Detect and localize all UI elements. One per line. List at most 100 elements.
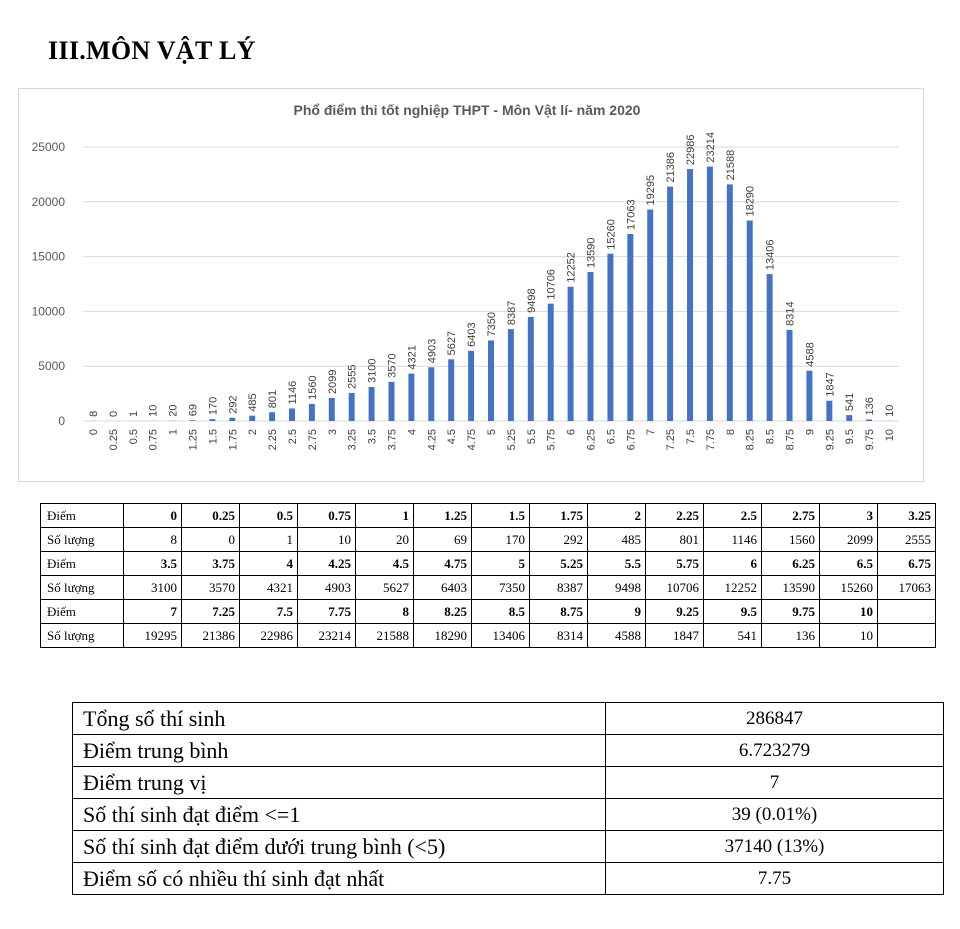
points-row-label: Điểm (40, 551, 124, 576)
page-heading: III.MÔN VẬT LÝ (48, 36, 256, 65)
bar (288, 408, 295, 421)
score-count-cell: 2099 (819, 527, 878, 552)
bar (388, 381, 395, 421)
score-count-cell: 1146 (703, 527, 762, 552)
score-count-cell: 6403 (413, 575, 472, 600)
x-tick-label: 1.5 (207, 429, 219, 444)
x-tick-label: 2.25 (267, 429, 279, 450)
x-tick-label: 0.5 (128, 429, 140, 444)
x-tick-label: 6.75 (625, 429, 637, 450)
score-count-cell: 292 (529, 527, 588, 552)
score-point-cell: 7.75 (297, 599, 356, 624)
x-tick-label: 0 (88, 429, 100, 435)
chart-title: Phổ điểm thi tốt nghiệp THPT - Môn Vật l… (294, 102, 641, 118)
x-tick-label: 9.25 (824, 429, 836, 450)
score-point-cell: 1.25 (413, 503, 472, 528)
bar (229, 417, 236, 421)
bar (507, 329, 514, 421)
score-count-cell: 485 (587, 527, 646, 552)
bar (826, 400, 833, 421)
score-point-cell: 4.5 (355, 551, 414, 576)
bar (687, 169, 694, 421)
stats-row: Điểm trung bình 6.723279 (72, 734, 944, 767)
data-label: 5627 (446, 331, 458, 355)
x-tick-label: 8.5 (765, 429, 777, 444)
score-count-cell: 541 (703, 623, 762, 648)
points-row-label: Điểm (40, 599, 124, 624)
score-point-cell: 1.5 (471, 503, 530, 528)
score-point-cell: 6.5 (819, 551, 878, 576)
bar (448, 359, 455, 421)
counts-row-label: Số lượng (40, 527, 124, 552)
x-tick-label: 9.75 (864, 429, 876, 450)
stat-label: Số thí sinh đạt điểm <=1 (72, 798, 606, 831)
bar (786, 329, 793, 421)
x-tick-label: 7.25 (665, 429, 677, 450)
x-tick-label: 5.5 (526, 429, 538, 444)
score-point-cell: 5.25 (529, 551, 588, 576)
score-count-cell: 4588 (587, 623, 646, 648)
data-label: 170 (207, 397, 219, 415)
bar (567, 286, 574, 421)
data-label: 17063 (625, 199, 637, 230)
score-point-cell: 8.5 (471, 599, 530, 624)
score-count-cell: 1 (239, 527, 298, 552)
score-count-cell: 170 (471, 527, 530, 552)
score-count-cell: 1560 (761, 527, 820, 552)
score-count-cell: 17063 (877, 575, 936, 600)
bar (726, 184, 733, 421)
stat-value: 37140 (13%) (605, 830, 944, 863)
score-count-cell: 10 (819, 623, 878, 648)
y-tick-label: 10000 (32, 304, 66, 318)
x-tick-label: 4.25 (426, 429, 438, 450)
stat-label: Điểm trung bình (72, 734, 606, 767)
x-tick-label: 5.25 (506, 429, 518, 450)
data-label: 19295 (645, 175, 657, 206)
score-count-cell: 1847 (645, 623, 704, 648)
score-point-cell: 9.5 (703, 599, 762, 624)
score-count-cell: 3100 (123, 575, 182, 600)
score-points-row: Điểm 0 0.25 0.5 0.75 1 1.25 1.5 1.75 2 2.25 2.5 2.75… (40, 503, 936, 528)
x-tick-label: 8 (725, 429, 737, 435)
x-tick-label: 4 (406, 429, 418, 435)
score-point-cell: 6 (703, 551, 762, 576)
x-tick-label: 10 (884, 429, 896, 441)
score-points-row: Điểm 3.5 3.75 4 4.25 4.5 4.75 5 5.25 5.5 5.75 6 6.25… (40, 551, 936, 576)
stats-table: Tổng số thí sinh 286847 Điểm trung bình 6.7… (72, 702, 944, 895)
score-point-cell: 4 (239, 551, 298, 576)
score-point-cell: 0.75 (297, 503, 356, 528)
score-point-cell: 0 (123, 503, 182, 528)
data-label: 2099 (327, 370, 339, 394)
x-tick-label: 9 (804, 429, 816, 435)
data-label: 10706 (546, 269, 558, 300)
bar (607, 253, 614, 421)
x-tick-label: 0.75 (148, 429, 160, 450)
score-count-cell: 22986 (239, 623, 298, 648)
bar (408, 373, 415, 421)
x-tick-label: 3.25 (347, 429, 359, 450)
x-tick-label: 6.25 (586, 429, 598, 450)
points-row-label: Điểm (40, 503, 124, 528)
score-count-cell: 0 (181, 527, 240, 552)
x-tick-label: 2 (247, 429, 259, 435)
data-label: 12252 (566, 252, 578, 283)
data-label: 69 (187, 404, 199, 416)
data-label: 8314 (785, 301, 797, 325)
data-label: 6403 (466, 322, 478, 346)
score-points-row: Điểm 7 7.25 7.5 7.75 8 8.25 8.5 8.75 9 9.25 9.5 9.75… (40, 599, 936, 624)
x-tick-label: 4.75 (466, 429, 478, 450)
bar (348, 392, 355, 421)
bar (806, 370, 813, 421)
bar (328, 397, 335, 421)
y-tick-label: 15000 (32, 250, 66, 264)
score-count-cell: 9498 (587, 575, 646, 600)
bar (468, 350, 475, 421)
bar (667, 186, 674, 421)
stats-row: Số thí sinh đạt điểm <=1 39 (0.01%) (72, 798, 944, 831)
score-point-cell: 2.75 (761, 503, 820, 528)
score-count-cell: 3570 (181, 575, 240, 600)
x-tick-label: 7.75 (705, 429, 717, 450)
score-count-cell: 23214 (297, 623, 356, 648)
score-point-cell: 3 (819, 503, 878, 528)
y-tick-label: 5000 (38, 359, 65, 373)
